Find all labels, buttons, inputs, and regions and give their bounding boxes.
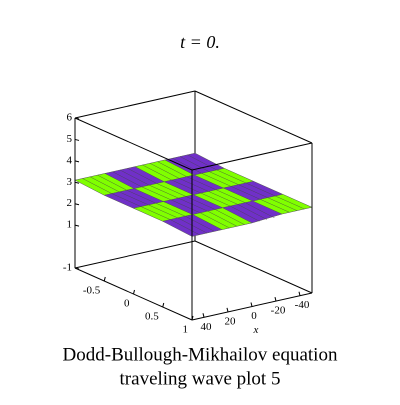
mesh-line <box>216 169 247 184</box>
z-tick-label: 5 <box>67 133 73 145</box>
mesh-line <box>215 189 246 203</box>
mesh-line <box>208 191 238 205</box>
mesh-line <box>172 158 202 174</box>
y-tick <box>162 302 165 308</box>
y-tick-label: 0 <box>124 298 130 310</box>
mesh-line <box>127 168 157 184</box>
z-tick-label: 2 <box>67 197 73 209</box>
mesh-line <box>267 197 298 211</box>
mesh-line <box>141 186 172 201</box>
mesh-line <box>126 190 157 204</box>
mesh-line <box>230 205 260 222</box>
x-tick <box>226 307 229 313</box>
chart-title: t = 0. <box>180 32 220 52</box>
x-tick-label: 20 <box>225 315 237 327</box>
x-tick-label: -20 <box>271 305 286 317</box>
mesh-line <box>237 204 268 220</box>
z-tick <box>74 267 80 270</box>
mesh-line <box>156 183 187 197</box>
mesh-line <box>142 164 172 181</box>
z-tick-label: 3 <box>67 176 73 188</box>
z-tick-label: 4 <box>67 154 73 166</box>
mesh-line <box>187 154 217 171</box>
mesh-line <box>112 171 142 188</box>
mesh-line <box>245 182 276 197</box>
z-tick <box>74 117 80 120</box>
x-tick-label: -40 <box>295 299 310 311</box>
z-tick <box>74 138 80 141</box>
mesh-line <box>82 178 112 194</box>
x-tick-label: 0 <box>251 310 257 322</box>
x-tick-label: 40 <box>201 321 213 333</box>
y-tick <box>191 315 194 321</box>
mesh-line <box>170 199 201 214</box>
z-tick-label: -1 <box>63 262 72 274</box>
z-tick <box>74 160 80 163</box>
mesh-line <box>185 216 215 232</box>
z-tick <box>74 224 80 227</box>
mesh-line <box>171 179 202 194</box>
z-tick-label: 1 <box>67 219 73 231</box>
x-tick <box>202 313 205 318</box>
mesh-line <box>200 212 230 229</box>
x-tick <box>298 291 301 296</box>
mesh-line <box>155 203 186 217</box>
mesh-line <box>215 209 245 225</box>
mesh-line <box>97 174 127 191</box>
mesh-line <box>275 195 305 210</box>
mesh-line <box>238 184 268 198</box>
y-tick-label: 1 <box>183 324 189 336</box>
box-edge <box>194 240 313 294</box>
mesh-line <box>230 186 261 200</box>
mesh-line <box>209 171 239 185</box>
y-tick <box>103 276 106 282</box>
y-tick <box>133 289 135 295</box>
mesh-line <box>260 199 290 213</box>
mesh-line <box>200 192 231 207</box>
mesh-line <box>178 197 208 212</box>
box-edge <box>194 90 313 144</box>
mesh-line <box>179 156 210 172</box>
z-tick-label: 6 <box>67 112 73 124</box>
box-edge <box>74 117 193 171</box>
mesh-line <box>89 176 120 193</box>
y-tick-label: -0.5 <box>83 285 101 297</box>
mesh-line <box>148 204 178 219</box>
mesh-line <box>245 202 275 219</box>
mesh-line <box>149 184 179 199</box>
z-tick <box>74 181 80 184</box>
caption-line: Dodd-Bullough-Mikhailov equation <box>63 344 338 365</box>
mesh-line <box>185 196 216 210</box>
box-edge <box>74 240 196 269</box>
x-tick <box>250 302 253 307</box>
box-edge <box>74 90 196 119</box>
mesh-line <box>149 163 180 179</box>
plot: -1 1 2 3 4 5 6 -0.5 0 0.5 1 40 20 0 -20 -40 x <box>63 90 313 336</box>
mesh-line <box>179 178 209 192</box>
mesh-line <box>119 191 149 206</box>
mesh-line <box>170 219 200 235</box>
caption-line: traveling wave plot 5 <box>120 368 281 389</box>
x-axis-label: x <box>253 324 259 336</box>
mesh-line <box>119 169 150 186</box>
mesh-line <box>207 210 238 227</box>
x-tick <box>274 296 277 302</box>
y-tick-label: 0.5 <box>145 311 159 323</box>
z-tick <box>74 203 80 206</box>
mesh-line <box>140 206 171 220</box>
mesh-line <box>201 173 232 187</box>
mesh-line <box>157 161 187 177</box>
box-edge <box>191 142 313 171</box>
mesh-line <box>111 193 142 207</box>
